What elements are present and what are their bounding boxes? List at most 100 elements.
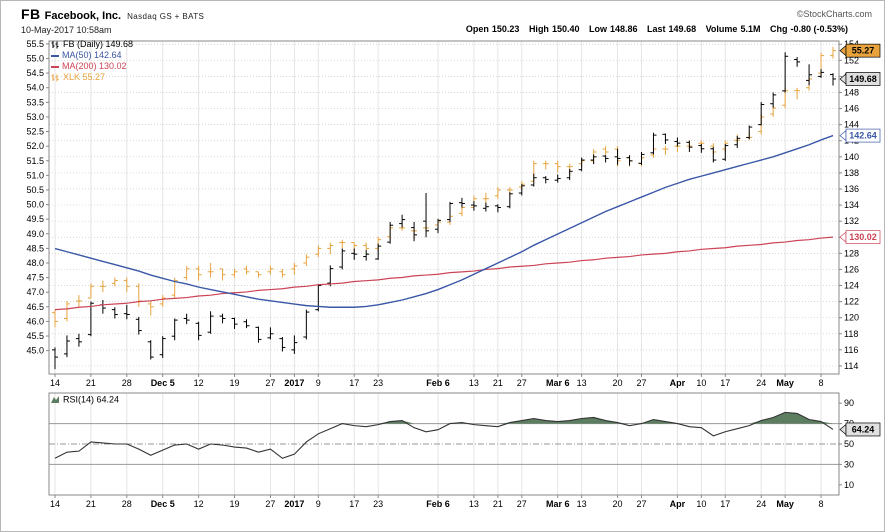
change-label: Chg <box>769 24 788 34</box>
svg-text:27: 27 <box>517 378 527 388</box>
ma50-line-icon <box>51 54 59 57</box>
svg-text:50: 50 <box>844 439 854 449</box>
svg-text:19: 19 <box>230 499 240 509</box>
svg-text:May: May <box>776 499 794 509</box>
last-label: Last <box>647 24 666 34</box>
svg-text:48.5: 48.5 <box>26 243 44 253</box>
svg-text:Feb 6: Feb 6 <box>426 499 450 509</box>
svg-text:Mar 6: Mar 6 <box>546 499 570 509</box>
fb-series-icon <box>51 40 60 49</box>
svg-text:23: 23 <box>373 499 383 509</box>
svg-text:8: 8 <box>819 378 824 388</box>
rsi-indicator-icon <box>51 395 60 404</box>
svg-text:49.5: 49.5 <box>26 214 44 224</box>
svg-text:53.5: 53.5 <box>26 97 44 107</box>
svg-text:46.0: 46.0 <box>26 316 44 326</box>
rsi-layer: 9070503010142128Dec 5121927201791723Feb … <box>49 398 854 509</box>
svg-text:17: 17 <box>720 378 730 388</box>
svg-text:122: 122 <box>844 297 859 307</box>
svg-text:14: 14 <box>50 378 60 388</box>
ma200-line-icon <box>51 65 59 68</box>
svg-text:Dec 5: Dec 5 <box>151 378 175 388</box>
company-name: Facebook, Inc. <box>44 10 122 22</box>
svg-text:45.0: 45.0 <box>26 346 44 356</box>
svg-text:134: 134 <box>844 200 859 210</box>
svg-text:20: 20 <box>613 499 623 509</box>
svg-text:47.5: 47.5 <box>26 273 44 283</box>
chart-header: FB Facebook, Inc. Nasdaq GS + BATS <box>21 6 204 24</box>
ticker-symbol: FB <box>21 6 41 22</box>
open-value: 150.23 <box>491 24 520 34</box>
volume-label: Volume <box>705 24 738 34</box>
svg-text:149.68: 149.68 <box>849 74 877 84</box>
svg-text:17: 17 <box>720 499 730 509</box>
svg-text:21: 21 <box>493 499 503 509</box>
svg-text:49.0: 49.0 <box>26 229 44 239</box>
svg-text:Apr: Apr <box>670 499 686 509</box>
svg-text:120: 120 <box>844 313 859 323</box>
svg-text:53.0: 53.0 <box>26 112 44 122</box>
svg-text:52.0: 52.0 <box>26 141 44 151</box>
last-value-boxes: 55.27 149.68 142.64 130.02 64.24 <box>839 43 881 437</box>
svg-text:132: 132 <box>844 216 859 226</box>
copyright-label: ©StockCharts.com <box>796 9 872 19</box>
open-label: Open <box>465 24 489 34</box>
high-value: 150.40 <box>551 24 580 34</box>
svg-text:124: 124 <box>844 281 859 291</box>
svg-text:28: 28 <box>122 499 132 509</box>
svg-text:10: 10 <box>844 480 854 490</box>
svg-text:52.5: 52.5 <box>26 127 44 137</box>
svg-text:21: 21 <box>86 378 96 388</box>
svg-text:23: 23 <box>373 378 383 388</box>
main-legend: FB (Daily) 149.68 MA(50) 142.64 MA(200) … <box>51 39 133 83</box>
svg-text:20: 20 <box>613 378 623 388</box>
svg-text:12: 12 <box>194 499 204 509</box>
svg-text:130.02: 130.02 <box>849 232 877 242</box>
rsi-overbought-fill <box>54 412 834 424</box>
svg-text:10: 10 <box>696 499 706 509</box>
svg-text:2017: 2017 <box>284 499 304 509</box>
svg-text:10: 10 <box>696 378 706 388</box>
svg-text:146: 146 <box>844 104 859 114</box>
chart-datetime: 10-May-2017 10:58am <box>21 25 112 35</box>
svg-text:2017: 2017 <box>284 378 304 388</box>
svg-text:51.0: 51.0 <box>26 170 44 180</box>
svg-text:27: 27 <box>517 499 527 509</box>
svg-text:136: 136 <box>844 184 859 194</box>
svg-text:24: 24 <box>756 499 766 509</box>
svg-text:142.64: 142.64 <box>849 131 877 141</box>
svg-text:152: 152 <box>844 55 859 65</box>
svg-text:46.5: 46.5 <box>26 302 44 312</box>
svg-text:13: 13 <box>469 378 479 388</box>
svg-text:47.0: 47.0 <box>26 287 44 297</box>
svg-text:Mar 6: Mar 6 <box>546 378 570 388</box>
change-value: -0.80 (-0.53%) <box>790 24 848 34</box>
svg-text:140: 140 <box>844 152 859 162</box>
svg-text:13: 13 <box>469 499 479 509</box>
svg-text:28: 28 <box>122 378 132 388</box>
svg-text:50.0: 50.0 <box>26 200 44 210</box>
svg-text:Dec 5: Dec 5 <box>151 499 175 509</box>
ma50-line <box>54 134 834 308</box>
svg-text:90: 90 <box>844 398 854 408</box>
svg-text:64.24: 64.24 <box>852 424 875 434</box>
svg-text:54.0: 54.0 <box>26 83 44 93</box>
legend-ma50-label: MA(50) 142.64 <box>62 50 122 61</box>
svg-text:27: 27 <box>636 378 646 388</box>
exchange-label: Nasdaq GS + BATS <box>127 12 205 21</box>
legend-fb-label: FB (Daily) 149.68 <box>63 39 134 50</box>
svg-text:54.5: 54.5 <box>26 68 44 78</box>
svg-text:13: 13 <box>577 499 587 509</box>
legend-item-fb: FB (Daily) 149.68 <box>51 39 133 50</box>
svg-text:45.5: 45.5 <box>26 331 44 341</box>
svg-text:27: 27 <box>265 499 275 509</box>
volume-value: 5.1M <box>740 24 761 34</box>
svg-text:116: 116 <box>844 345 858 355</box>
rsi-legend: RSI(14) 64.24 <box>51 394 119 405</box>
last-value: 149.68 <box>668 24 697 34</box>
svg-text:55.27: 55.27 <box>852 46 875 56</box>
svg-text:50.5: 50.5 <box>26 185 44 195</box>
legend-item-ma50: MA(50) 142.64 <box>51 50 133 61</box>
